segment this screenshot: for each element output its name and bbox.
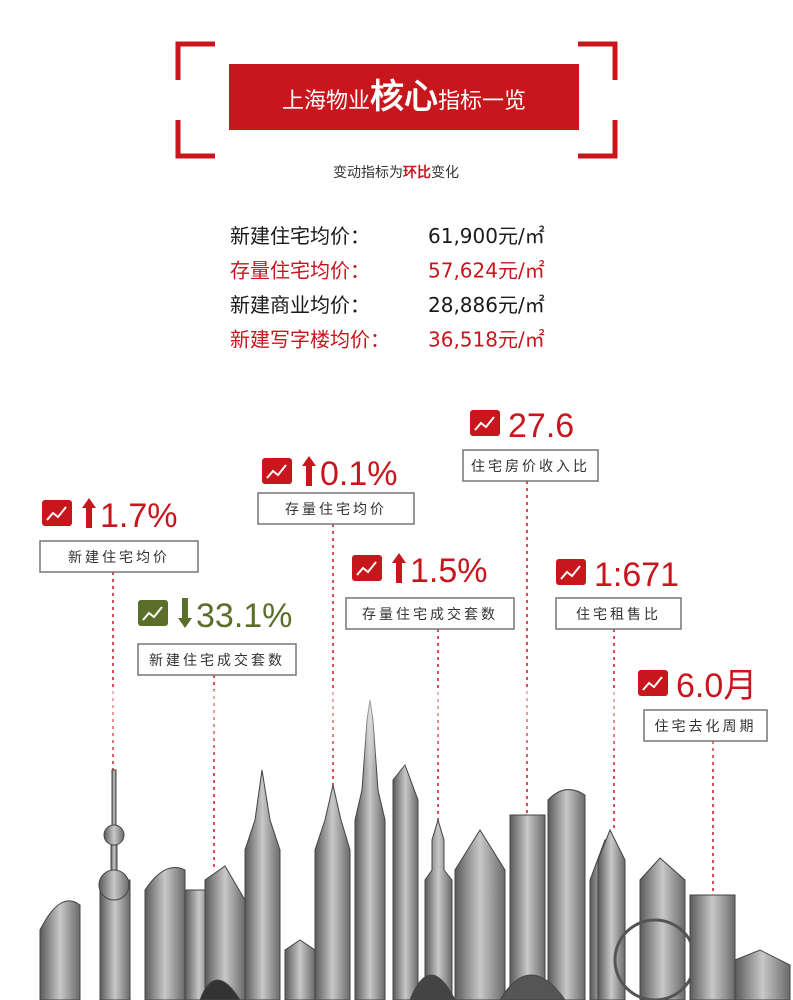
price-value: 36,518元/㎡ <box>428 328 545 352</box>
label-box <box>462 449 599 482</box>
label-box <box>257 492 415 525</box>
indicator-label: 住宅租售比 <box>576 607 661 623</box>
indicator-icon-glyph <box>356 561 377 576</box>
price-label: 存量住宅均价： <box>230 259 370 283</box>
title-highlight: 核心 <box>370 77 438 117</box>
indicator: 33.1% 新建住宅成交套数 <box>137 597 297 676</box>
indicator-icon <box>352 555 382 581</box>
label-box <box>137 643 297 676</box>
trend-arrow <box>178 598 192 628</box>
price-value: 28,886元/㎡ <box>428 293 545 317</box>
indicator-icon <box>138 600 168 626</box>
price-label: 新建写字楼均价： <box>230 328 390 352</box>
indicator-value: 0.1% <box>320 455 398 493</box>
indicator-icon-glyph <box>46 506 67 521</box>
indicator-value: 6.0月 <box>676 667 757 705</box>
title: 上海物业核心指标一览 <box>282 77 526 117</box>
indicator-label: 存量住宅均价 <box>285 502 387 518</box>
skyline <box>39 699 791 1000</box>
subtitle: 变动指标为环比变化 <box>333 164 459 181</box>
indicator: 1:671 住宅租售比 <box>555 556 682 630</box>
price-value: 61,900元/㎡ <box>428 224 545 248</box>
indicator-value: 27.6 <box>508 407 574 445</box>
indicator: 0.1% 存量住宅均价 <box>257 455 415 525</box>
indicator-label: 住宅去化周期 <box>655 719 757 735</box>
title-part: 上海物业 <box>282 89 370 114</box>
indicator-icon <box>638 670 668 696</box>
indicator-icon <box>470 410 500 436</box>
indicator-value: 1:671 <box>594 556 679 594</box>
trend-arrow <box>392 553 406 583</box>
trend-arrow <box>302 456 316 486</box>
indicator-icon <box>262 458 292 484</box>
indicator-list: 1.7% 新建住宅均价 33.1% 新建住宅成交套数 0.1% 存量住宅均价 1.5% 存量住… <box>39 407 768 742</box>
label-box <box>643 709 768 742</box>
indicator-icon-glyph <box>642 676 663 691</box>
title-part: 指标一览 <box>438 89 526 114</box>
indicator-label: 新建住宅成交套数 <box>149 652 285 669</box>
indicator: 1.7% 新建住宅均价 <box>39 497 199 573</box>
title-box <box>229 64 579 130</box>
indicator: 1.5% 存量住宅成交套数 <box>345 552 515 630</box>
indicator-label: 新建住宅均价 <box>68 550 170 566</box>
indicator-label: 存量住宅成交套数 <box>362 606 498 623</box>
price-label: 新建商业均价： <box>230 293 370 317</box>
indicator-label: 住宅房价收入比 <box>471 459 590 475</box>
indicator-icon-glyph <box>142 606 163 621</box>
subtitle-part: 变动指标为 <box>333 165 403 181</box>
indicator-icon <box>556 559 586 585</box>
indicator-value: 1.5% <box>410 552 488 590</box>
price-value: 57,624元/㎡ <box>428 259 545 283</box>
indicator-value: 1.7% <box>100 497 178 535</box>
label-box <box>555 597 682 630</box>
subtitle-part: 变化 <box>431 165 459 181</box>
label-box <box>345 597 515 630</box>
frame-brackets <box>175 41 618 159</box>
price-label: 新建住宅均价： <box>230 224 370 248</box>
indicator: 27.6 住宅房价收入比 <box>462 407 599 482</box>
indicator-icon-glyph <box>266 464 287 479</box>
trend-arrow <box>82 498 96 528</box>
label-box <box>39 540 199 573</box>
indicator-value: 33.1% <box>196 597 292 635</box>
indicator-icon-glyph <box>474 416 495 431</box>
indicator-icon <box>42 500 72 526</box>
subtitle-highlight: 环比 <box>403 164 431 181</box>
indicator-icon-glyph <box>560 565 581 580</box>
